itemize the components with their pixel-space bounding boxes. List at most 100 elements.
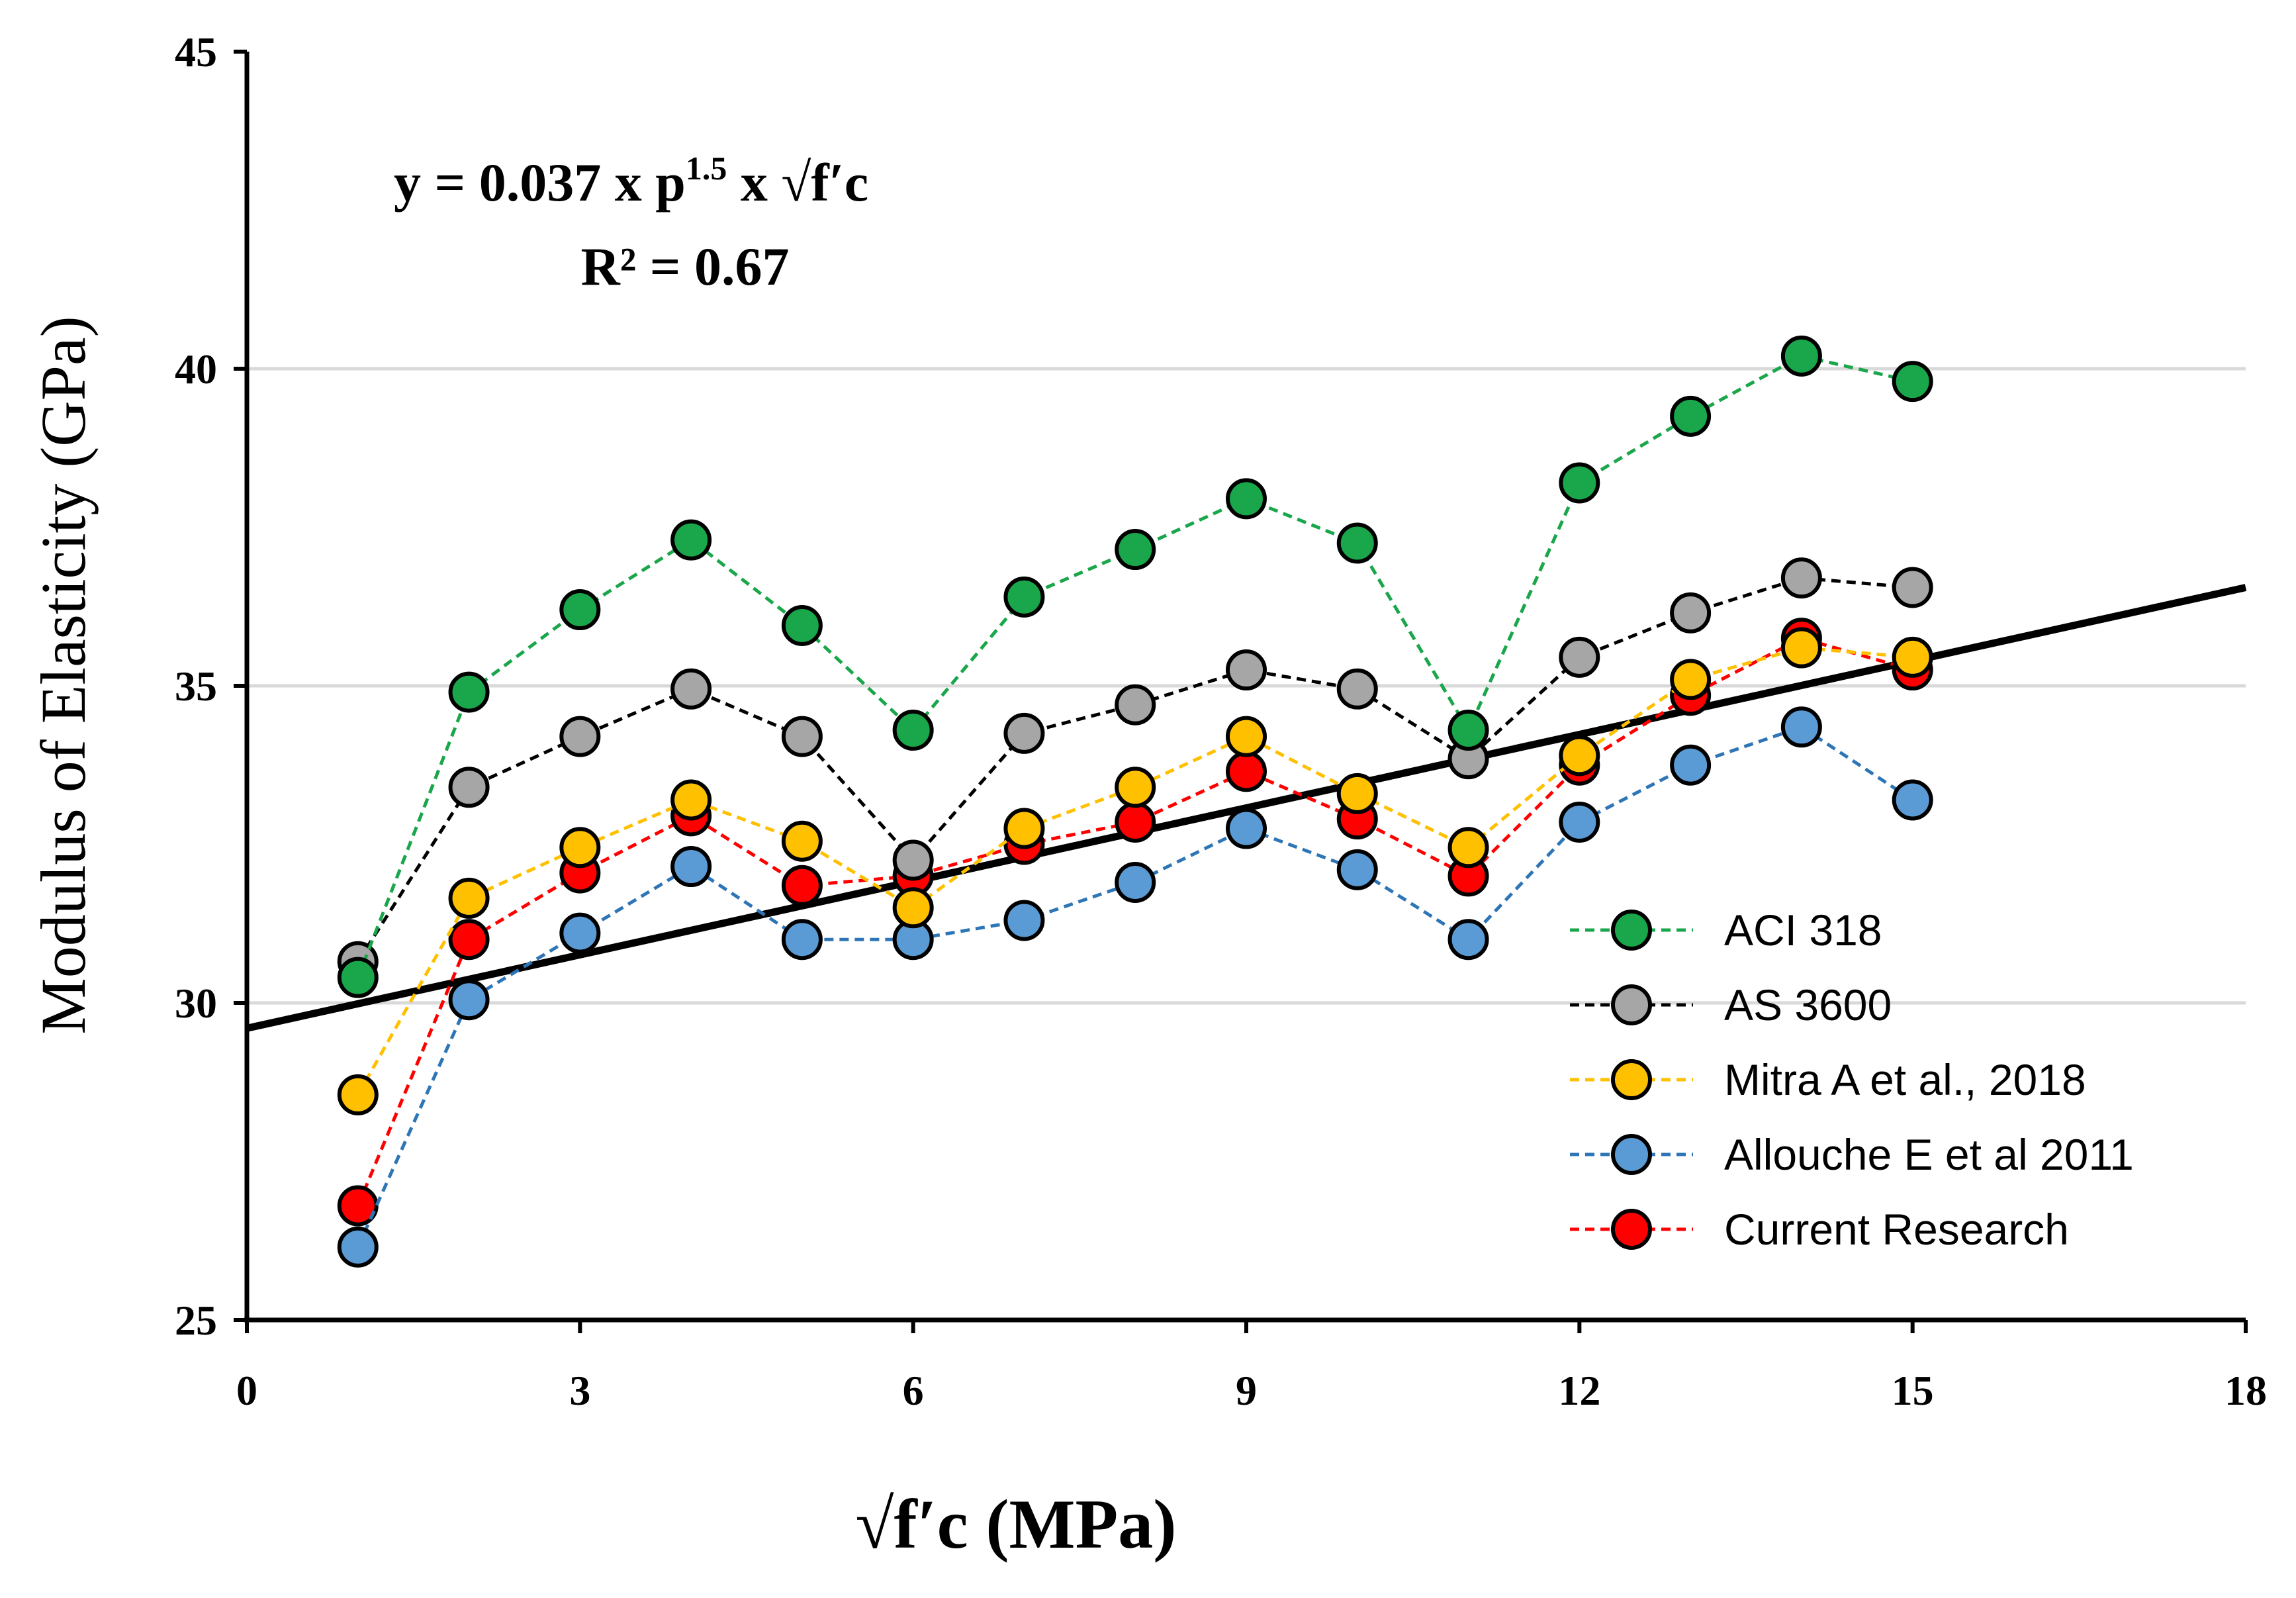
series-line (356, 725, 1914, 1248)
y-tick-label: 35 (175, 663, 217, 710)
legend-item: ACI 318 (1570, 906, 1882, 955)
data-point (448, 877, 490, 919)
y-tick-label: 40 (175, 346, 217, 393)
data-point (1447, 710, 1489, 751)
data-point (781, 716, 823, 757)
data-point (1003, 576, 1045, 618)
data-point (1780, 627, 1822, 669)
legend-label: Mitra A et al., 2018 (1724, 1055, 2086, 1104)
data-point (559, 716, 601, 757)
data-point (1336, 773, 1378, 814)
data-point (781, 919, 823, 961)
equation-exponent: 1.5 (686, 150, 727, 187)
data-point (670, 779, 712, 821)
data-point (1670, 744, 1712, 786)
data-point (1447, 919, 1489, 961)
data-point (559, 912, 601, 954)
x-axis-title: √f′c (MPa) (855, 1485, 1176, 1563)
data-point (337, 1074, 379, 1115)
data-point (781, 820, 823, 862)
data-point (1336, 668, 1378, 710)
legend-marker (1611, 910, 1652, 951)
r-squared-annotation: R² = 0.67 (580, 236, 789, 297)
equation-tail: x √f′c (727, 152, 868, 212)
data-point (1559, 462, 1600, 504)
data-point (1780, 557, 1822, 599)
legend-marker (1611, 1134, 1652, 1175)
data-point (337, 1185, 379, 1227)
series-allouche-e-et-al-2011 (337, 706, 1933, 1268)
equation-annotation: y = 0.037 x p1.5 x √f′c (394, 150, 868, 212)
legend-label: AS 3600 (1724, 980, 1892, 1029)
data-point (892, 839, 934, 881)
data-point (1892, 567, 1933, 608)
legend-label: ACI 318 (1724, 906, 1882, 955)
data-point (1892, 361, 1933, 402)
y-tick-label: 25 (175, 1297, 217, 1344)
data-point (1559, 636, 1600, 678)
data-point (670, 846, 712, 888)
data-point (1115, 684, 1156, 726)
data-point (1892, 636, 1933, 678)
legend-marker (1611, 1059, 1652, 1100)
data-point (1226, 751, 1267, 792)
tick-labels: 25 30 35 40 45 0 3 6 9 12 15 18 (175, 28, 2267, 1414)
data-point (1226, 808, 1267, 849)
data-point (448, 979, 490, 1021)
y-tick-label: 30 (175, 980, 217, 1027)
data-point (337, 957, 379, 998)
data-point (1003, 712, 1045, 754)
legend-label: Allouche E et al 2011 (1724, 1130, 2134, 1179)
legend-item: Current Research (1570, 1205, 2069, 1254)
x-tick-label: 3 (569, 1367, 590, 1414)
x-tick-label: 12 (1558, 1367, 1600, 1414)
data-point (1670, 592, 1712, 634)
y-axis-title: Modulus of Elasticity (GPa) (28, 316, 99, 1034)
legend-marker (1611, 984, 1652, 1025)
data-point (1670, 659, 1712, 700)
data-point (559, 827, 601, 869)
data-point (781, 865, 823, 906)
axes (234, 50, 2248, 1333)
data-point (448, 767, 490, 808)
legend-item: Allouche E et al 2011 (1570, 1130, 2134, 1179)
data-point (781, 604, 823, 646)
data-point (1115, 529, 1156, 571)
series-line (356, 645, 1913, 1096)
equation-main: y = 0.037 x p (394, 152, 686, 212)
data-point (1226, 478, 1267, 520)
data-point (1559, 801, 1600, 843)
data-point (892, 887, 934, 929)
legend-item: AS 3600 (1570, 980, 1892, 1029)
data-point (670, 519, 712, 561)
data-point (559, 589, 601, 631)
data-point (1559, 735, 1600, 776)
series-line (356, 636, 1913, 1207)
y-tick-label: 45 (175, 28, 217, 75)
data-point (1003, 900, 1045, 941)
legend-item: Mitra A et al., 2018 (1570, 1055, 2086, 1104)
data-point (1115, 767, 1156, 808)
data-point (337, 1226, 379, 1268)
series-layer (337, 335, 1933, 1268)
data-point (1336, 522, 1378, 564)
data-point (448, 671, 490, 713)
data-point (448, 919, 490, 961)
data-point (1892, 779, 1933, 821)
data-point (1115, 861, 1156, 903)
series-aci-318 (337, 335, 1933, 998)
data-point (1780, 335, 1822, 377)
data-point (1336, 849, 1378, 890)
data-point (1115, 801, 1156, 843)
x-tick-label: 18 (2225, 1367, 2267, 1414)
x-tick-label: 6 (903, 1367, 924, 1414)
x-tick-label: 15 (1892, 1367, 1934, 1414)
series-mitra-a-et-al-2018 (337, 627, 1933, 1115)
series-line (356, 576, 1913, 963)
data-point (1780, 706, 1822, 748)
data-point (1447, 827, 1489, 869)
x-tick-label: 0 (236, 1367, 257, 1414)
data-point (1226, 649, 1267, 691)
legend-marker (1611, 1209, 1652, 1250)
